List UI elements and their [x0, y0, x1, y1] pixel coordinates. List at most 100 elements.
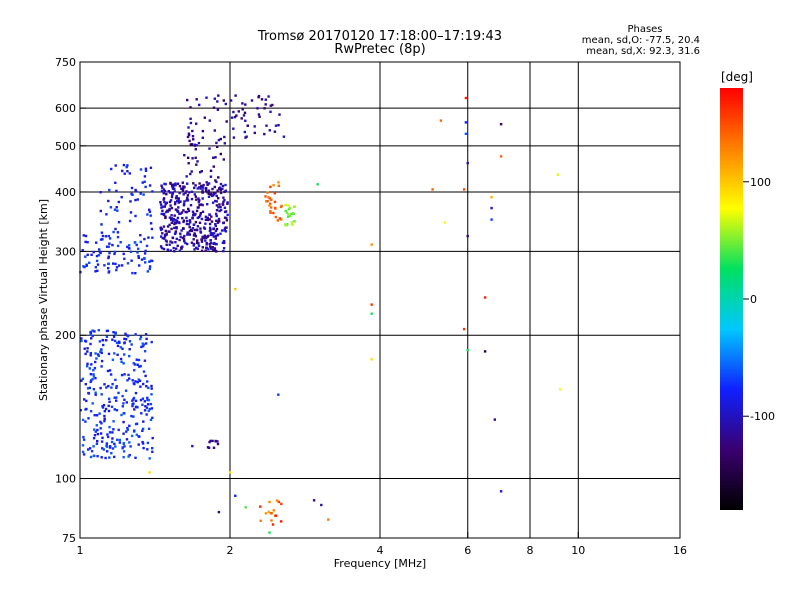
data-point [81, 444, 85, 447]
data-point [211, 201, 215, 204]
data-point [222, 196, 225, 199]
data-point [174, 241, 177, 244]
data-point [92, 375, 96, 378]
data-point [142, 370, 146, 373]
data-point [90, 450, 94, 453]
data-point [171, 191, 174, 195]
data-point [107, 397, 111, 400]
data-point [222, 99, 225, 102]
data-point [129, 445, 132, 448]
data-point [84, 240, 87, 244]
data-point [115, 396, 118, 399]
data-point [122, 432, 125, 435]
data-point [98, 340, 102, 343]
data-point [168, 200, 172, 204]
data-point [237, 110, 240, 113]
data-point [160, 189, 164, 193]
data-point [214, 237, 217, 240]
data-point [269, 185, 272, 189]
data-point [174, 196, 178, 200]
data-point [269, 206, 273, 209]
data-point [224, 210, 228, 213]
data-point [195, 144, 198, 147]
y-axis-label: Stationary phase Virtual Height [km] [37, 199, 50, 401]
data-point [165, 193, 168, 196]
data-point [112, 335, 116, 338]
data-point [212, 235, 215, 238]
data-point [180, 211, 184, 214]
data-point [188, 225, 191, 229]
data-point [144, 261, 147, 264]
data-point [105, 445, 109, 448]
data-point [130, 434, 134, 438]
data-point [86, 362, 89, 365]
data-point [122, 450, 126, 453]
data-point [209, 233, 213, 237]
data-point [466, 234, 469, 238]
data-point [228, 471, 232, 474]
data-point [203, 116, 206, 119]
data-point [250, 99, 254, 102]
data-point [134, 272, 137, 275]
data-point [217, 217, 221, 221]
data-point [224, 102, 227, 106]
data-point [105, 213, 108, 216]
data-point [222, 200, 225, 204]
data-point [259, 519, 262, 522]
data-point [208, 222, 212, 226]
data-point [101, 234, 105, 238]
data-point [166, 248, 169, 251]
data-point [164, 239, 168, 242]
data-point [134, 399, 138, 402]
data-point [104, 456, 107, 460]
data-point [312, 499, 316, 502]
data-point [163, 235, 167, 238]
data-point [122, 362, 125, 365]
data-point [106, 433, 109, 436]
data-point [213, 185, 216, 189]
data-point [129, 211, 133, 214]
data-point [202, 183, 205, 187]
data-point [176, 244, 179, 247]
data-point [212, 106, 216, 109]
data-point [206, 183, 209, 186]
data-point [200, 249, 204, 252]
data-point [163, 237, 166, 240]
data-point [86, 387, 90, 390]
data-point [175, 247, 178, 250]
data-point [205, 190, 208, 193]
data-point [204, 239, 207, 242]
data-point [118, 340, 121, 343]
data-point [141, 345, 145, 348]
data-point [109, 445, 112, 448]
data-point [89, 352, 92, 355]
data-point [201, 210, 205, 213]
data-point [111, 447, 115, 450]
data-point [483, 296, 487, 299]
data-point [106, 329, 109, 332]
data-point [119, 241, 122, 244]
data-point [169, 204, 172, 207]
data-point [253, 131, 256, 135]
data-point [106, 369, 110, 373]
data-point [197, 197, 200, 200]
data-point [222, 221, 225, 225]
data-point [100, 348, 103, 351]
x-tick-label: 10 [571, 544, 585, 557]
data-point [107, 262, 110, 265]
data-point [106, 435, 110, 439]
data-point [111, 338, 114, 341]
data-point [223, 206, 227, 209]
data-point [135, 358, 138, 361]
data-point [199, 212, 202, 215]
data-point [128, 424, 131, 427]
x-tick-label: 16 [673, 544, 687, 557]
data-point [271, 103, 274, 107]
data-point [207, 182, 211, 185]
data-point [131, 404, 134, 408]
data-point [483, 350, 487, 353]
data-point [204, 188, 208, 191]
data-point [191, 444, 194, 448]
data-point [223, 142, 226, 145]
data-point [191, 129, 194, 133]
